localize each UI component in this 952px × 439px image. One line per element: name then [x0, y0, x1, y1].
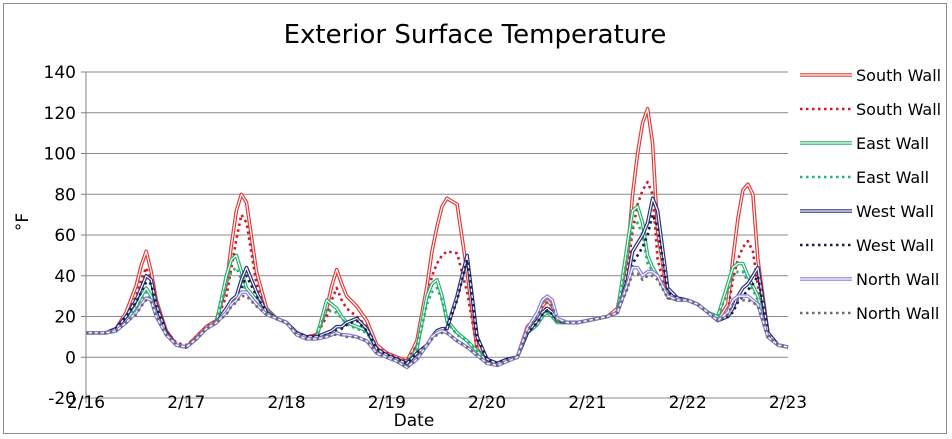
legend-label: North Wall — [856, 304, 939, 323]
y-tick-label: -20 — [48, 389, 76, 409]
legend-label: South Wall — [856, 66, 941, 85]
legend-label: East Wall — [856, 168, 929, 187]
x-tick-labels: 2/16 2/17 2/18 2/19 2/20 2/21 2/22 2/23 — [67, 393, 807, 413]
temperature-chart: Exterior Surface Temperature 140 120 100 80… — [13, 20, 941, 431]
x-axis-label: Date — [394, 411, 435, 431]
legend: South Wall South Wall East Wall East Wall We… — [800, 66, 941, 323]
y-tick-label: 120 — [44, 104, 76, 124]
chart-frame: Exterior Surface Temperature 140 120 100 80… — [3, 3, 947, 434]
series-line-dotted — [86, 213, 789, 365]
series-line-dotted — [86, 272, 789, 369]
series-line-outer — [86, 106, 789, 366]
y-axis-label: °F — [13, 213, 33, 231]
series-line-inner — [86, 267, 789, 368]
axes — [81, 71, 789, 403]
series-line-inner — [86, 108, 789, 364]
x-tick-label: 2/23 — [769, 393, 807, 413]
legend-label: South Wall — [856, 100, 941, 119]
y-tick-label: 20 — [54, 308, 76, 328]
y-tick-label: 80 — [54, 185, 76, 205]
legend-label: North Wall — [856, 270, 939, 289]
legend-label: East Wall — [856, 134, 929, 153]
y-tick-label: 60 — [54, 226, 76, 246]
x-tick-label: 2/18 — [267, 393, 305, 413]
y-tick-label: 40 — [54, 267, 76, 287]
x-tick-label: 2/20 — [468, 393, 506, 413]
y-tick-labels: 140 120 100 80 60 40 20 0 -20 — [44, 63, 76, 409]
x-tick-label: 2/22 — [669, 393, 707, 413]
y-tick-label: 100 — [44, 145, 76, 165]
series-layer — [86, 106, 789, 370]
y-tick-label: 0 — [65, 348, 76, 368]
x-tick-label: 2/19 — [368, 393, 406, 413]
chart-title: Exterior Surface Temperature — [284, 20, 667, 50]
legend-label: West Wall — [856, 236, 934, 255]
x-tick-label: 2/16 — [67, 393, 105, 413]
x-tick-label: 2/17 — [167, 393, 205, 413]
x-tick-label: 2/21 — [568, 393, 606, 413]
y-tick-label: 140 — [44, 63, 76, 83]
legend-label: West Wall — [856, 202, 934, 221]
